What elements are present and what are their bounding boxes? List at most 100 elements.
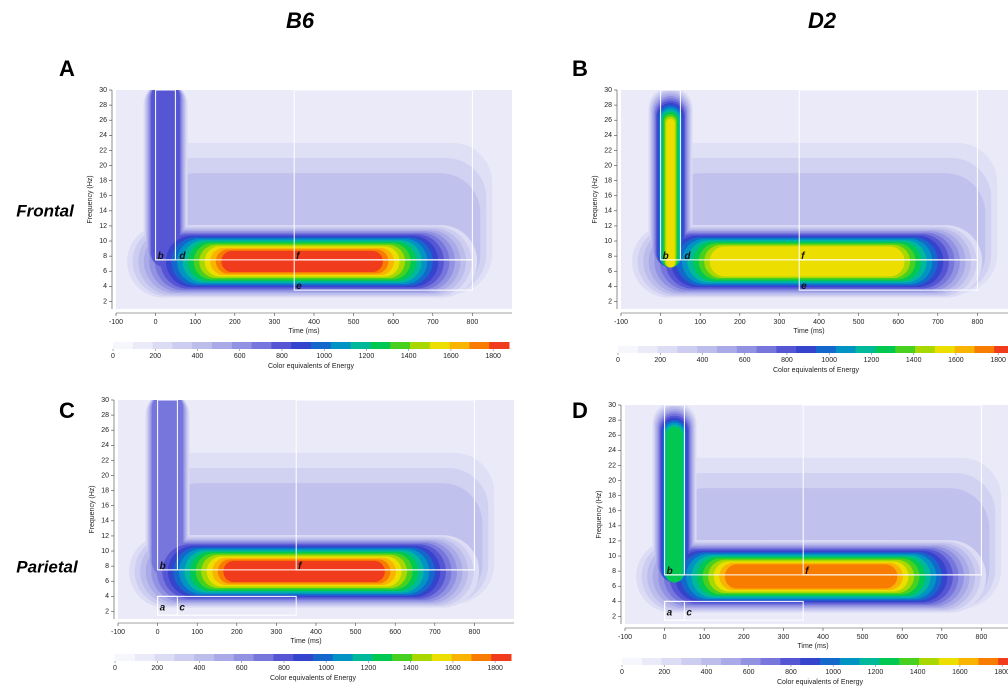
colorbar-segment (372, 654, 393, 661)
y-tick-label: 8 (103, 253, 107, 260)
x-tick-label: 300 (778, 634, 790, 641)
x-tick-label: 200 (738, 634, 750, 641)
colorbar-tick-label: 200 (654, 357, 666, 364)
region-label: f (801, 251, 806, 262)
colorbar-segment (449, 342, 470, 349)
y-tick-label: 12 (604, 223, 612, 230)
colorbar-segment (134, 654, 156, 661)
y-tick-label: 28 (101, 412, 109, 419)
colorbar-tick-label: 600 (234, 353, 246, 360)
colorbar-segment (293, 654, 314, 661)
column-header: B6 (286, 8, 315, 33)
colorbar-segment (835, 346, 857, 353)
colorbar-tick-label: 1200 (864, 357, 880, 364)
colorbar-segment (392, 654, 413, 661)
y-tick-label: 22 (604, 147, 612, 154)
y-tick-label: 16 (604, 193, 612, 200)
heatmap (625, 405, 1008, 624)
colorbar-tick-label: 200 (149, 353, 161, 360)
colorbar-segment (859, 658, 880, 665)
y-tick-label: 24 (604, 132, 612, 139)
y-tick-label: 22 (608, 462, 616, 469)
colorbar-segment (879, 658, 900, 665)
colorbar-tick-label: 1000 (318, 665, 334, 672)
x-tick-label: 800 (467, 319, 479, 326)
heat-band (724, 564, 898, 589)
heat-column (151, 90, 180, 268)
y-tick-label: 30 (608, 402, 616, 409)
panel-letter: B (572, 56, 588, 81)
colorbar-segment (251, 342, 272, 349)
colorbar-segment (796, 346, 817, 353)
colorbar-tick-label: 1000 (821, 357, 837, 364)
colorbar-tick-label: 1200 (868, 669, 884, 676)
panel-letter: D (572, 398, 588, 423)
y-tick-label: 14 (99, 208, 107, 215)
x-tick-label: 600 (387, 319, 399, 326)
colorbar-segment (641, 658, 663, 665)
colorbar-tick-label: 1600 (445, 665, 461, 672)
x-tick-label: 400 (310, 629, 322, 636)
y-tick-label: 26 (604, 117, 612, 124)
colorbar-segment (637, 346, 659, 353)
y-tick-label: 2 (105, 608, 109, 615)
colorbar-segment (152, 342, 173, 349)
colorbar-segment (820, 658, 841, 665)
y-tick-label: 14 (608, 523, 616, 530)
colorbar-segment (681, 658, 702, 665)
colorbar-tick-label: 1200 (359, 353, 375, 360)
colorbar-tick-label: 1400 (910, 669, 926, 676)
colorbar-segment (271, 342, 292, 349)
colorbar-label: Color equivalents of Energy (268, 363, 354, 370)
colorbar-tick-label: 400 (192, 353, 204, 360)
y-axis-label: Frequency (Hz) (596, 490, 603, 538)
colorbar-tick-label: 0 (620, 669, 624, 676)
region-label: b (160, 561, 166, 572)
y-tick-label: 24 (99, 132, 107, 139)
y-tick-label: 22 (99, 147, 107, 154)
colorbar-segment (313, 654, 334, 661)
y-tick-label: 8 (608, 253, 612, 260)
y-tick-label: 28 (99, 102, 107, 109)
x-tick-label: 0 (154, 319, 158, 326)
colorbar-segment (352, 654, 373, 661)
y-tick-label: 26 (101, 427, 109, 434)
heatmap (118, 400, 514, 619)
x-tick-label: 200 (734, 319, 746, 326)
y-tick-label: 20 (99, 162, 107, 169)
y-tick-label: 14 (604, 208, 612, 215)
colorbar-segment (431, 654, 453, 661)
y-tick-label: 2 (103, 298, 107, 305)
y-tick-label: 26 (99, 117, 107, 124)
y-tick-label: 24 (608, 447, 616, 454)
y-tick-label: 2 (608, 298, 612, 305)
x-tick-label: 500 (853, 319, 865, 326)
region-label: c (179, 602, 185, 613)
x-tick-label: 400 (308, 319, 320, 326)
x-tick-label: 800 (469, 629, 481, 636)
x-tick-label: 800 (976, 634, 988, 641)
region-label: e (296, 281, 302, 292)
region-label: a (667, 607, 673, 618)
x-tick-label: -100 (614, 319, 628, 326)
colorbar-segment (622, 658, 643, 665)
colorbar-segment (776, 346, 797, 353)
colorbar-segment (998, 658, 1008, 665)
y-tick-label: 30 (99, 87, 107, 94)
colorbar-tick-label: 0 (616, 357, 620, 364)
colorbar-segment (800, 658, 821, 665)
colorbar-segment (760, 658, 781, 665)
colorbar-segment (273, 654, 294, 661)
x-tick-label: 300 (269, 319, 281, 326)
x-axis-label: Time (ms) (288, 328, 319, 335)
colorbar-segment (469, 342, 490, 349)
colorbar-segment (291, 342, 312, 349)
y-tick-label: 8 (612, 568, 616, 575)
colorbar-segment (113, 342, 134, 349)
x-tick-label: 0 (659, 319, 663, 326)
y-tick-label: 12 (99, 223, 107, 230)
y-tick-label: 26 (608, 432, 616, 439)
heat-band (223, 560, 385, 582)
x-tick-label: 600 (389, 629, 401, 636)
colorbar-tick-label: 1800 (994, 669, 1008, 676)
